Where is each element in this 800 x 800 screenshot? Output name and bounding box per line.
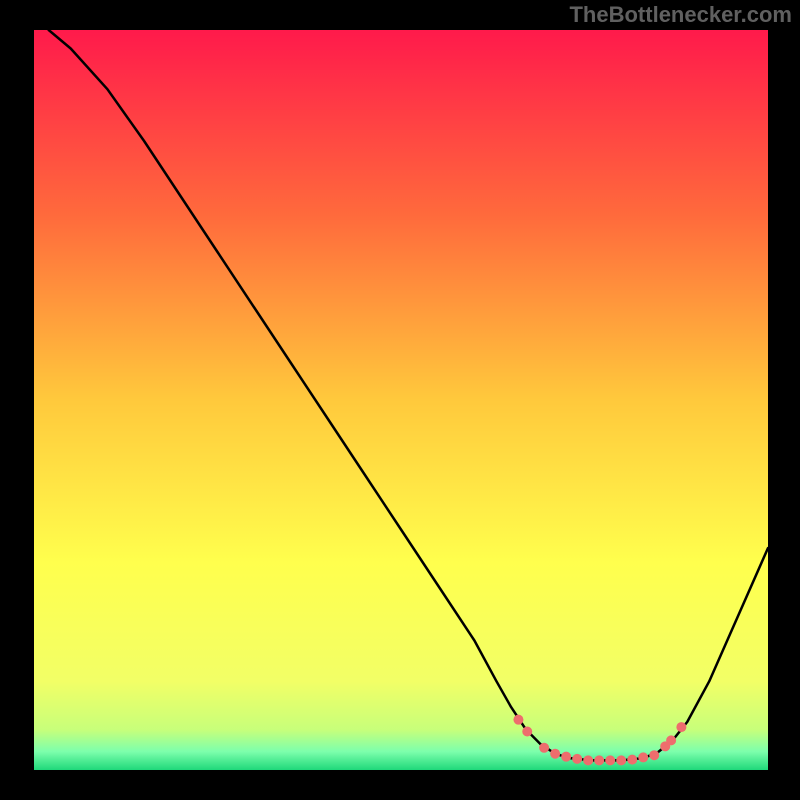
marker-point (594, 755, 604, 765)
marker-point (583, 755, 593, 765)
marker-point (638, 752, 648, 762)
marker-point (616, 755, 626, 765)
chart-frame: TheBottlenecker.com (0, 0, 800, 800)
marker-point (513, 715, 523, 725)
bottleneck-curve-chart (34, 30, 768, 770)
marker-point (550, 749, 560, 759)
marker-point (649, 750, 659, 760)
watermark-text: TheBottlenecker.com (569, 2, 792, 28)
marker-point (666, 735, 676, 745)
marker-point (605, 755, 615, 765)
marker-point (522, 727, 532, 737)
marker-point (539, 743, 549, 753)
marker-point (627, 755, 637, 765)
marker-point (676, 722, 686, 732)
marker-point (561, 752, 571, 762)
marker-point (572, 754, 582, 764)
